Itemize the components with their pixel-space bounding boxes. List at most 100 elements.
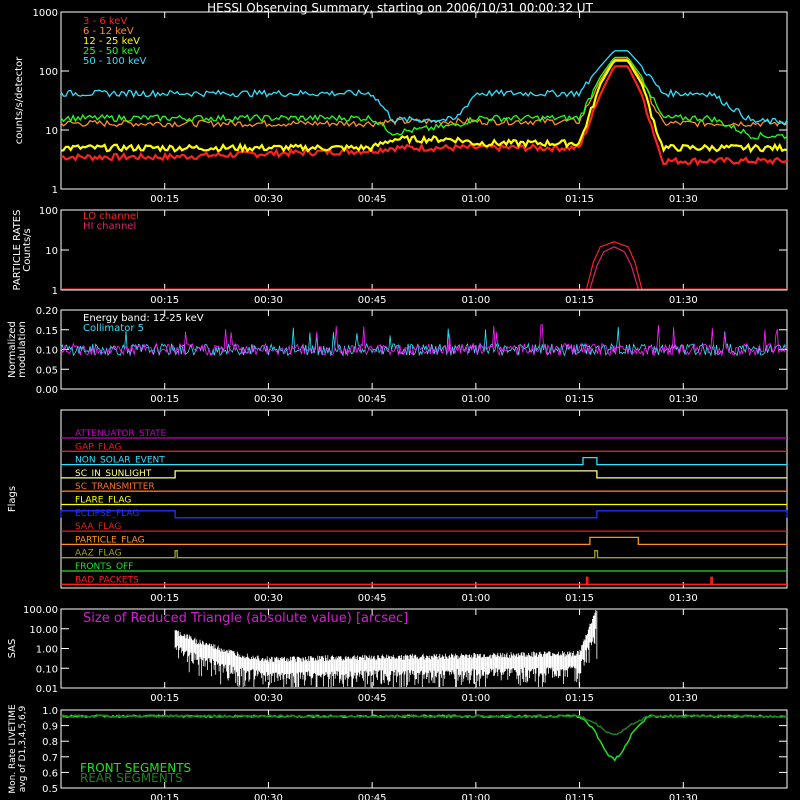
y-axis-label: counts/s/detector [14, 56, 25, 144]
legend-entry: HI channel [83, 221, 136, 232]
y-tick-label: 0.10 [36, 664, 58, 675]
y-tick-label: 0.10 [36, 346, 58, 357]
legend-entry: 50 - 100 keV [83, 56, 147, 67]
x-tick-label: 00:15 [150, 394, 179, 405]
flag-label: NON_SOLAR_EVENT [75, 456, 165, 466]
x-tick-label: 01:15 [565, 693, 594, 704]
y-tick-label: 0.6 [42, 768, 58, 779]
panel-count-rates: 00:15 00:30 00:45 01:00 01:15 01:30 1 10 100 1000… [14, 8, 788, 205]
y-tick-label: 1.00 [36, 645, 58, 656]
legend-entry: FRONT SEGMENTS [80, 761, 191, 775]
y-tick-label: 0.15 [36, 326, 58, 337]
flag-label: PARTICLE_FLAG [75, 535, 145, 545]
series-line [60, 65, 788, 167]
x-tick-label: 01:00 [461, 394, 490, 405]
y-tick-label: 1 [52, 185, 58, 196]
series-line [60, 58, 788, 128]
series-line [60, 327, 786, 357]
series-line [60, 714, 788, 762]
x-tick-label: 00:15 [150, 693, 179, 704]
y-axis-label: modulation [17, 321, 28, 378]
x-tick-label: 01:00 [461, 793, 490, 800]
y-tick-label: 1 [52, 286, 58, 297]
y-tick-label: 1.0 [42, 706, 58, 717]
series-line [589, 246, 639, 290]
y-tick-label: 0.00 [36, 385, 58, 396]
legend-entry: 3 - 6 keV [83, 16, 127, 27]
y-tick-label: 100.00 [23, 605, 58, 616]
panel-frame [60, 11, 788, 190]
panel-frame [60, 209, 788, 291]
panel-flags: 00:15 00:30 00:45 01:00 01:15 01:30 Flags ATTEN… [7, 409, 788, 604]
flag-label: SAA_FLAG [75, 522, 121, 532]
flag-label: FRONTS_OFF [75, 562, 133, 572]
x-tick-label: 01:00 [461, 295, 490, 306]
y-tick-label: 10 [45, 126, 58, 137]
series-line [60, 714, 788, 736]
x-tick-label: 01:30 [669, 394, 698, 405]
x-tick-label: 01:30 [669, 693, 698, 704]
flag-line [61, 576, 787, 585]
x-tick-label: 00:30 [254, 194, 283, 205]
x-tick-label: 00:45 [358, 593, 387, 604]
annotation: Energy band: 12-25 keV [83, 313, 204, 324]
y-axis-label: SAS [7, 639, 18, 659]
y-axis-label: Normalized [7, 321, 18, 378]
annotation: Size of Reduced Triangle (absolute value… [83, 611, 408, 626]
panel-sas: 00:15 00:30 00:45 01:00 01:15 01:30 0.01 0.10 1.… [7, 605, 788, 704]
x-tick-label: 00:45 [358, 394, 387, 405]
flag-label: ATTENUATOR_STATE [75, 429, 167, 439]
y-tick-label: 0.05 [36, 365, 58, 376]
series-line [60, 59, 788, 154]
legend-entry: Collimator 5 [83, 323, 144, 334]
y-axis-label: PARTICLE RATES [12, 210, 23, 291]
series-line [60, 50, 788, 126]
x-tick-label: 01:30 [669, 295, 698, 306]
x-tick-label: 00:45 [358, 194, 387, 205]
legend-entry: 25 - 50 keV [83, 46, 140, 57]
flag-label: BAD_PACKETS [75, 575, 139, 585]
x-tick-label: 01:30 [669, 194, 698, 205]
x-tick-label: 01:30 [669, 593, 698, 604]
series-line [60, 56, 788, 140]
flag-label: AAZ_FLAG [75, 549, 122, 559]
legend-entry: LO channel [83, 211, 139, 222]
x-tick-label: 00:15 [150, 793, 179, 800]
x-tick-label: 00:45 [358, 295, 387, 306]
flag-label: SC_IN_SUNLIGHT [75, 469, 152, 479]
x-tick-label: 01:15 [565, 394, 594, 405]
x-tick-label: 01:15 [565, 593, 594, 604]
y-tick-label: 100 [39, 206, 58, 217]
y-tick-label: 1000 [33, 8, 58, 19]
y-axis-label: Mon. Rate LIVETIME [8, 704, 18, 794]
y-axis-label: avg of D1,3,4,5,6,9 [18, 705, 28, 792]
x-tick-label: 00:30 [254, 693, 283, 704]
legend-entry: REAR SEGMENTS [80, 771, 183, 785]
x-tick-label: 01:00 [461, 194, 490, 205]
panel-particle-rates: 00:15 00:30 00:45 01:00 01:15 01:30 1 10 100 PART… [12, 206, 788, 306]
y-axis-label: Flags [7, 486, 18, 512]
flag-label: FLARE_FLAG [75, 496, 131, 506]
legend-entry: 6 - 12 keV [83, 26, 134, 37]
x-tick-label: 00:15 [150, 593, 179, 604]
flag-line [61, 470, 787, 479]
x-tick-label: 00:45 [358, 793, 387, 800]
flag-label: GAP_FLAG [75, 442, 121, 452]
y-tick-label: 0.7 [42, 753, 58, 764]
flag-label: ECLIPSE_FLAG [75, 509, 139, 519]
x-tick-label: 00:30 [254, 295, 283, 306]
legend-entry: 12 - 25 keV [83, 36, 140, 47]
y-tick-label: 0.8 [42, 737, 58, 748]
panel-modulation: 00:15 00:30 00:45 01:00 01:15 01:30 0.00 0.05 0.… [7, 306, 788, 405]
series-line [174, 610, 598, 687]
y-tick-label: 0.20 [36, 306, 58, 317]
x-tick-label: 01:15 [565, 793, 594, 800]
x-tick-label: 00:45 [358, 693, 387, 704]
x-tick-label: 00:15 [150, 194, 179, 205]
x-tick-label: 01:00 [461, 693, 490, 704]
x-tick-label: 00:15 [150, 295, 179, 306]
x-tick-label: 01:00 [461, 593, 490, 604]
x-tick-label: 01:30 [669, 793, 698, 800]
